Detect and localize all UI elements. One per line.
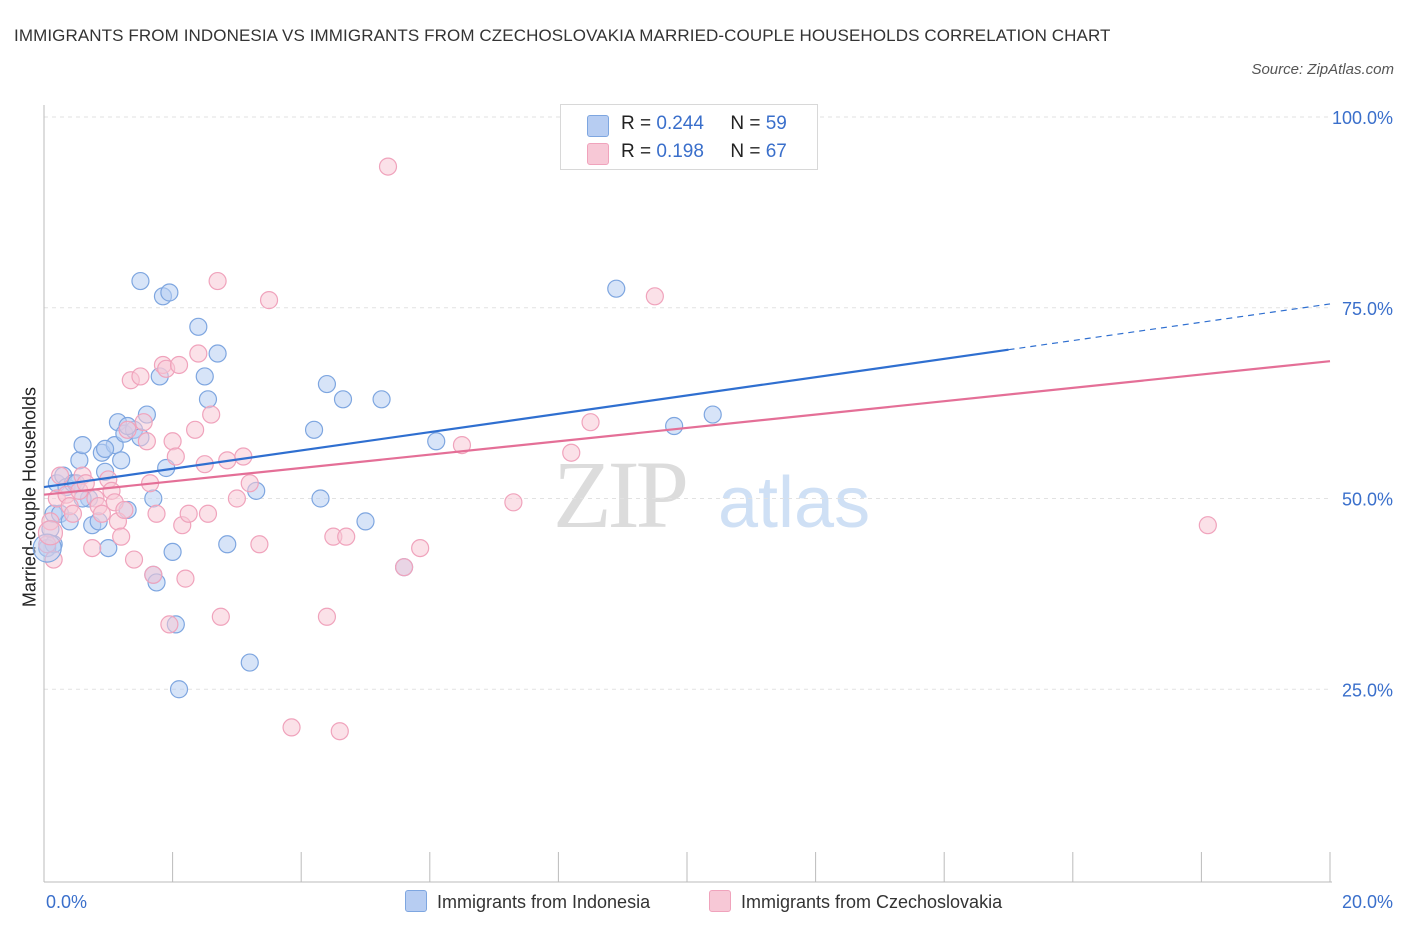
data-point-indonesia <box>198 390 218 409</box>
y-tick-label: 75.0% <box>1342 299 1393 319</box>
bottom-legend-czechoslovakia[interactable]: Immigrants from Czechoslovakia <box>709 890 1002 913</box>
data-point-indonesia <box>70 451 89 470</box>
data-point-czechoslovakia <box>234 447 253 466</box>
data-point-czechoslovakia <box>581 413 600 432</box>
y-tick-label: 25.0% <box>1342 680 1393 700</box>
data-point-czechoslovakia <box>179 504 198 523</box>
data-point-czechoslovakia <box>131 367 150 386</box>
data-point-czechoslovakia <box>227 489 246 508</box>
data-point-indonesia <box>95 439 115 459</box>
data-point-czechoslovakia <box>63 504 83 523</box>
watermark-atlas: atlas <box>718 463 870 543</box>
data-point-indonesia <box>73 435 92 455</box>
legend-r-value-indonesia: 0.244 <box>656 113 704 134</box>
legend-r-label: R = <box>621 113 652 134</box>
legend-n-value-indonesia: 59 <box>765 113 787 134</box>
data-point-czechoslovakia <box>378 157 398 176</box>
data-point-czechoslovakia <box>144 565 163 584</box>
data-point-czechoslovakia <box>240 474 259 493</box>
data-point-indonesia <box>333 390 353 409</box>
data-point-czechoslovakia <box>118 420 137 439</box>
data-point-czechoslovakia <box>250 535 269 554</box>
bottom-legend-swatch-indonesia <box>405 890 427 912</box>
data-point-indonesia <box>356 512 375 531</box>
data-point-czechoslovakia <box>211 607 230 626</box>
data-point-czechoslovakia <box>202 405 221 424</box>
trend-line-indonesia <box>43 348 1009 489</box>
data-point-czechoslovakia <box>394 558 414 577</box>
data-point-czechoslovakia <box>92 504 111 523</box>
data-point-czechoslovakia-large <box>37 520 64 546</box>
bottom-legend-swatch-czechoslovakia <box>709 890 731 912</box>
correlation-legend: R = 0.244 N = 59 R = 0.198 N = 67 <box>560 104 818 170</box>
data-point-czechoslovakia <box>259 291 279 310</box>
data-point-indonesia <box>703 405 722 424</box>
data-point-indonesia <box>163 542 182 562</box>
data-point-indonesia <box>372 390 391 409</box>
data-point-czechoslovakia <box>337 527 356 546</box>
data-point-czechoslovakia <box>452 435 472 455</box>
x-tick-label-min: 0.0% <box>46 892 87 912</box>
data-point-indonesia <box>607 279 626 298</box>
data-point-czechoslovakia <box>50 466 70 485</box>
legend-r-label: R = <box>621 141 652 162</box>
data-point-indonesia <box>195 367 214 386</box>
data-point-czechoslovakia <box>186 420 205 439</box>
data-point-indonesia <box>311 489 330 508</box>
data-point-indonesia <box>112 451 131 470</box>
y-tick-label: 50.0% <box>1342 490 1393 510</box>
data-point-czechoslovakia <box>163 432 182 451</box>
bottom-legend-label-czechoslovakia: Immigrants from Czechoslovakia <box>741 892 1003 912</box>
legend-r-value-czechoslovakia: 0.198 <box>656 141 704 162</box>
data-point-czechoslovakia <box>115 500 134 520</box>
trend-line-indonesia-extension <box>1008 303 1331 351</box>
data-point-czechoslovakia <box>198 504 218 523</box>
data-point-indonesia <box>317 374 337 394</box>
data-point-czechoslovakia <box>137 432 156 451</box>
data-point-indonesia <box>218 535 237 554</box>
data-point-czechoslovakia <box>208 271 227 291</box>
data-point-czechoslovakia <box>645 287 664 306</box>
legend-n-label: N = <box>730 141 761 162</box>
data-point-indonesia <box>240 653 259 672</box>
data-point-czechoslovakia <box>282 718 301 737</box>
source-label: Source: ZipAtlas.com <box>1251 61 1394 78</box>
bottom-legend-label-indonesia: Immigrants from Indonesia <box>437 892 651 912</box>
data-point-czechoslovakia <box>166 447 185 466</box>
data-point-czechoslovakia <box>112 527 131 546</box>
data-point-indonesia <box>189 317 208 336</box>
legend-n-value-czechoslovakia: 67 <box>765 141 787 162</box>
data-point-czechoslovakia <box>504 493 523 512</box>
data-point-czechoslovakia <box>189 344 208 363</box>
y-tick-label: 100.0% <box>1332 108 1393 128</box>
data-point-czechoslovakia <box>330 722 349 741</box>
trend-line-czechoslovakia <box>43 360 1331 496</box>
bottom-legend-indonesia[interactable]: Immigrants from Indonesia <box>405 890 650 913</box>
legend-n-label: N = <box>730 113 761 134</box>
data-point-czechoslovakia <box>83 538 102 558</box>
data-point-czechoslovakia <box>176 569 195 588</box>
data-point-czechoslovakia <box>147 504 166 523</box>
data-point-czechoslovakia <box>1198 516 1217 535</box>
data-point-czechoslovakia <box>317 607 337 626</box>
data-point-indonesia <box>160 283 179 302</box>
data-point-indonesia <box>208 344 227 363</box>
data-point-indonesia <box>427 432 446 451</box>
data-point-indonesia <box>665 416 684 436</box>
data-point-czechoslovakia <box>124 550 144 569</box>
data-point-indonesia <box>144 489 163 508</box>
data-point-czechoslovakia <box>160 615 179 634</box>
data-point-czechoslovakia <box>134 413 153 432</box>
data-point-czechoslovakia <box>169 355 189 375</box>
x-tick-label-max: 20.0% <box>1342 892 1393 912</box>
legend-swatch-indonesia <box>587 115 609 137</box>
data-point-indonesia <box>131 271 150 291</box>
data-point-indonesia <box>304 420 324 439</box>
data-point-czechoslovakia <box>562 443 581 462</box>
data-point-czechoslovakia <box>411 538 430 558</box>
legend-swatch-czechoslovakia <box>587 143 609 165</box>
chart-title: IMMIGRANTS FROM INDONESIA VS IMMIGRANTS … <box>14 26 1111 45</box>
data-point-indonesia <box>169 680 189 699</box>
